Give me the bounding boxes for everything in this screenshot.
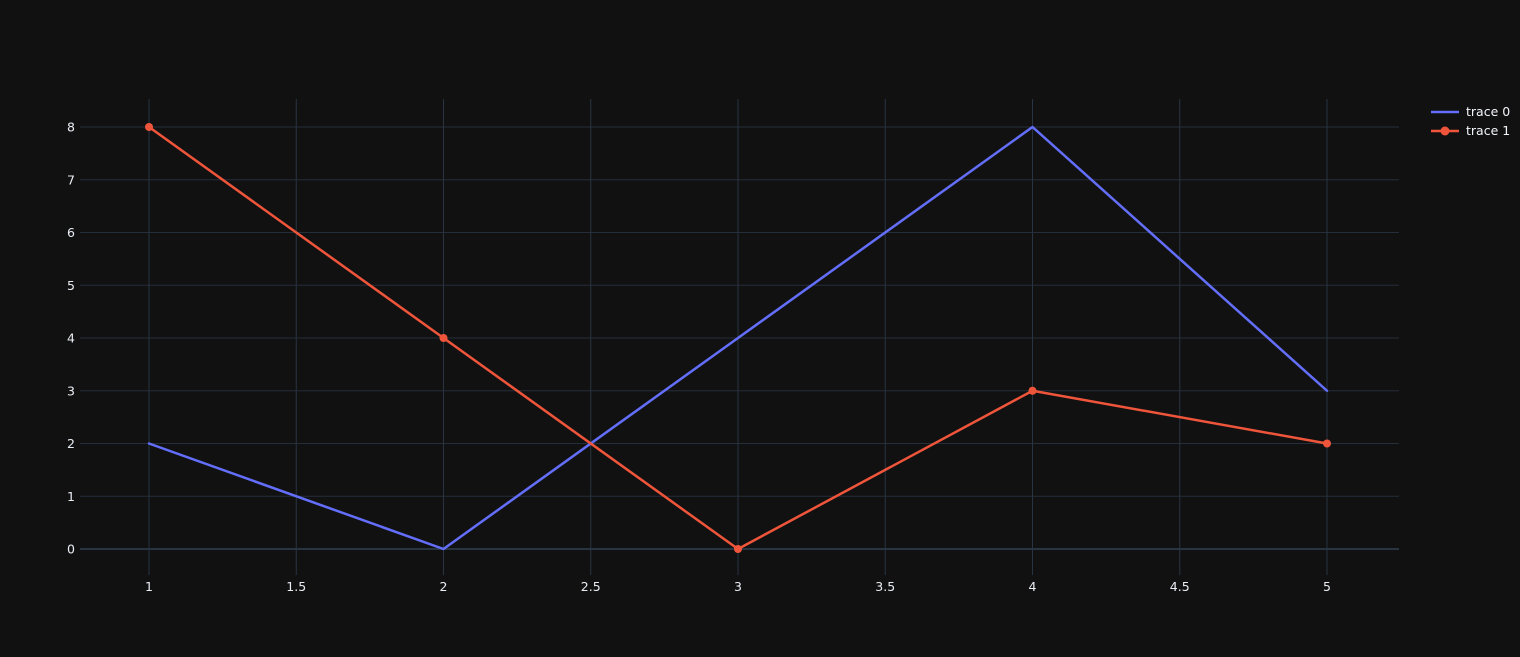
x-tick-label: 3 [734, 579, 742, 594]
trace-1-marker[interactable] [439, 334, 448, 342]
legend-sample-trace-1 [1431, 126, 1459, 135]
legend-sample-trace-0 [1431, 110, 1459, 113]
legend-label: trace 1 [1466, 123, 1511, 138]
trace-1-marker[interactable] [145, 123, 153, 131]
y-tick-label: 2 [67, 436, 75, 451]
y-tick-label: 6 [67, 225, 75, 240]
trace-1-marker[interactable] [1028, 386, 1037, 395]
trace-0-line[interactable] [147, 125, 1329, 551]
trace-1-marker[interactable] [734, 545, 742, 553]
y-tick-label: 1 [67, 489, 75, 504]
y-tick-label: 8 [67, 120, 75, 135]
legend-item-trace-0[interactable]: trace 0 [1430, 104, 1510, 119]
x-tick-label: 4.5 [1170, 579, 1190, 594]
x-tick-label: 2 [440, 579, 448, 594]
x-tick-label: 2.5 [581, 579, 601, 594]
y-tick-label: 0 [67, 542, 75, 557]
x-tick-label: 1 [145, 579, 153, 594]
legend: trace 0 trace 1 [1430, 104, 1510, 138]
x-tick-label: 1.5 [286, 579, 306, 594]
x-tick-label: 3.5 [875, 579, 895, 594]
trace-1-marker[interactable] [1323, 439, 1331, 448]
x-tick-label: 5 [1323, 579, 1331, 594]
y-tick-label: 3 [67, 383, 75, 398]
x-tick-label: 4 [1029, 579, 1037, 594]
y-tick-label: 7 [67, 172, 75, 187]
y-tick-label: 4 [67, 331, 75, 346]
legend-label: trace 0 [1466, 104, 1511, 119]
y-tick-label: 5 [67, 278, 75, 293]
legend-item-trace-1[interactable]: trace 1 [1430, 123, 1510, 138]
